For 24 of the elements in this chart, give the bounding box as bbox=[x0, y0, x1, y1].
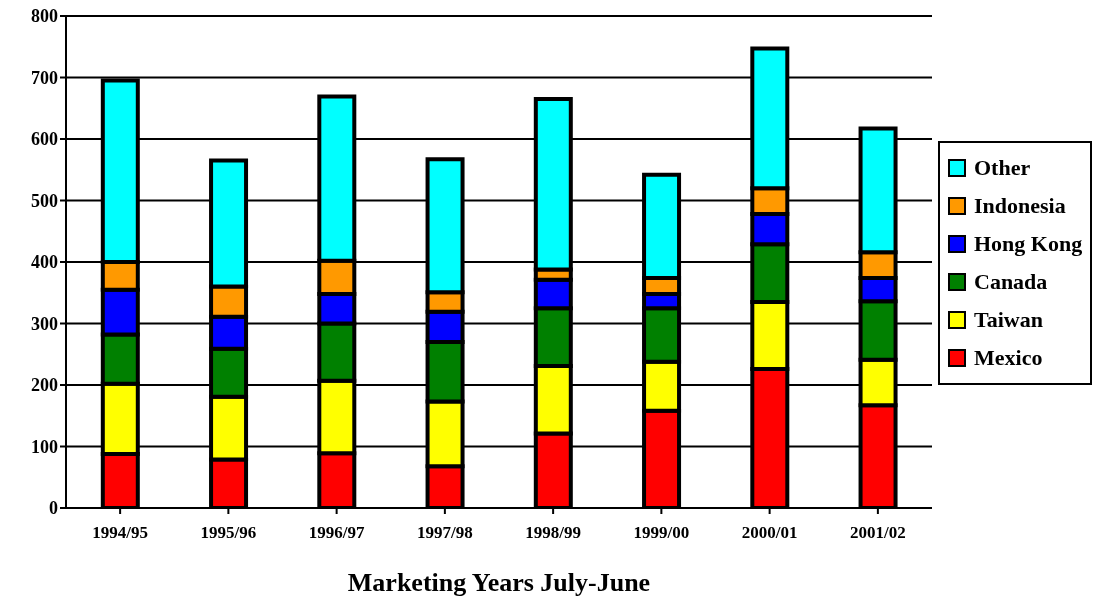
x-axis-title: Marketing Years July-June bbox=[346, 568, 652, 598]
x-tick-label: 1997/98 bbox=[417, 523, 473, 543]
x-tick-label: 1999/00 bbox=[633, 523, 690, 543]
y-tick-label: 800 bbox=[31, 6, 58, 27]
x-tick-label: 2001/02 bbox=[850, 523, 906, 543]
y-tick-label: 300 bbox=[31, 313, 58, 334]
x-tick-label: 1995/96 bbox=[200, 523, 257, 543]
legend-label: Indonesia bbox=[974, 193, 1066, 219]
y-tick-label: 600 bbox=[31, 129, 58, 150]
y-tick-label: 400 bbox=[31, 252, 58, 273]
y-tick-label: 500 bbox=[31, 190, 58, 211]
legend-label: Mexico bbox=[974, 345, 1043, 371]
y-tick-label: 0 bbox=[49, 498, 58, 519]
legend-label: Canada bbox=[974, 269, 1048, 295]
legend-label: Hong Kong bbox=[974, 231, 1083, 257]
x-tick-label: 1998/99 bbox=[525, 523, 581, 543]
y-tick-label: 200 bbox=[31, 375, 58, 396]
x-tick-label: 1994/95 bbox=[92, 523, 148, 543]
y-tick-label: 100 bbox=[31, 436, 58, 457]
legend-label: Taiwan bbox=[974, 307, 1043, 333]
x-tick-label: 1996/97 bbox=[308, 523, 365, 543]
x-tick-label: 2000/01 bbox=[741, 523, 798, 543]
legend-label: Other bbox=[974, 155, 1031, 181]
y-tick-label: 700 bbox=[31, 67, 58, 88]
